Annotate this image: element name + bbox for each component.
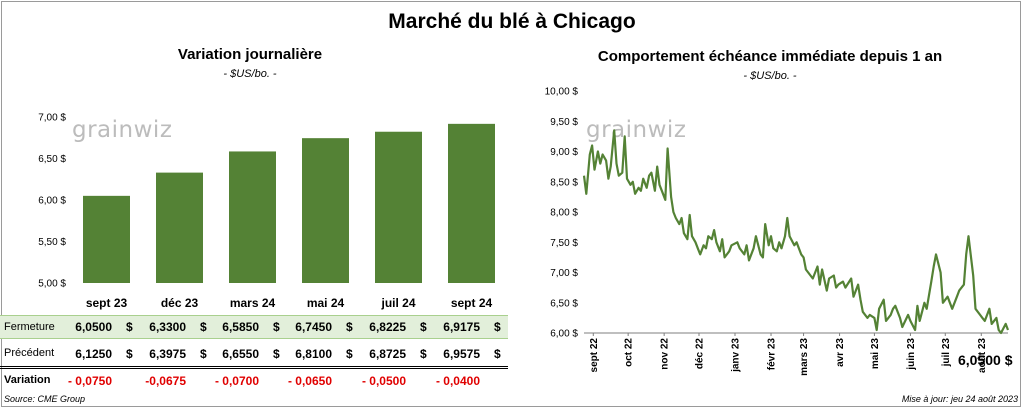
category-label: sept 23 bbox=[86, 296, 128, 310]
previous-value: 6,6550 bbox=[222, 347, 259, 361]
variation-value: - 0,0700 bbox=[214, 374, 259, 388]
x-tick-label: oct 22 bbox=[624, 338, 635, 367]
x-tick-label: août 23 bbox=[977, 338, 988, 373]
price-series-line bbox=[582, 129, 1010, 335]
right-chart-title: Comportement échéance immédiate depuis 1… bbox=[597, 48, 943, 65]
x-tick-label: juil 23 bbox=[941, 338, 952, 368]
y-tick-label: 8,00 $ bbox=[550, 208, 578, 219]
variation-value: - 0,0650 bbox=[287, 374, 332, 388]
category-label: déc 23 bbox=[161, 296, 199, 310]
currency-symbol: $ bbox=[126, 347, 133, 361]
grainwiz-watermark-left: grainwiz bbox=[72, 117, 173, 143]
y-tick-label: 5,50 $ bbox=[38, 237, 66, 248]
y-tick-label: 7,50 $ bbox=[550, 238, 578, 249]
close-value: 6,5850 bbox=[222, 320, 259, 334]
currency-symbol: $ bbox=[494, 347, 501, 361]
currency-symbol: $ bbox=[200, 347, 207, 361]
previous-value: 6,8100 bbox=[295, 347, 332, 361]
last-value-label: 6,0500 $ bbox=[958, 352, 1013, 368]
close-value: 6,9175 bbox=[443, 320, 480, 334]
x-tick-label: juin 23 bbox=[906, 338, 917, 371]
currency-symbol: $ bbox=[420, 320, 427, 334]
previous-row: Précédent bbox=[0, 342, 508, 364]
previous-value: 6,9575 bbox=[443, 347, 480, 361]
category-label: juil 24 bbox=[380, 296, 415, 310]
previous-row-label: Précédent bbox=[4, 347, 55, 359]
variation-value: - 0,0500 bbox=[361, 374, 406, 388]
x-tick-label: nov 22 bbox=[660, 338, 671, 370]
close-value: 6,0500 bbox=[75, 320, 112, 334]
y-tick-label: 6,50 $ bbox=[550, 298, 578, 309]
x-tick-label: janv 23 bbox=[731, 338, 742, 373]
x-tick-label: mai 23 bbox=[870, 338, 881, 370]
close-value: 6,7450 bbox=[295, 320, 332, 334]
close-value: 6,8225 bbox=[369, 320, 406, 334]
variation-value: - 0,0750 bbox=[67, 374, 112, 388]
grainwiz-watermark-right: grainwiz bbox=[586, 117, 687, 143]
currency-symbol: $ bbox=[200, 320, 207, 334]
variation-row-label: Variation bbox=[4, 374, 51, 386]
bar bbox=[375, 131, 422, 283]
variation-value: - 0,0400 bbox=[435, 374, 480, 388]
currency-symbol: $ bbox=[494, 320, 501, 334]
y-tick-label: 6,00 $ bbox=[550, 329, 578, 340]
currency-symbol: $ bbox=[346, 347, 353, 361]
bar bbox=[448, 123, 495, 283]
previous-value: 6,3975 bbox=[149, 347, 186, 361]
table-divider-double bbox=[0, 368, 508, 369]
left-chart-unit: - $US/bo. - bbox=[223, 68, 277, 80]
currency-symbol: $ bbox=[420, 347, 427, 361]
right-chart-unit: - $US/bo. - bbox=[743, 70, 797, 82]
bar bbox=[83, 195, 130, 283]
y-tick-label: 9,00 $ bbox=[550, 147, 578, 158]
close-row: Fermeture bbox=[0, 315, 508, 339]
currency-symbol: $ bbox=[273, 347, 280, 361]
main-title: Marché du blé à Chicago bbox=[388, 10, 636, 33]
x-tick-label: déc 22 bbox=[695, 338, 706, 370]
y-tick-label: 5,00 $ bbox=[38, 279, 66, 290]
currency-symbol: $ bbox=[273, 320, 280, 334]
bar-chart: 5,00 $ 5,50 $ 6,00 $ 6,50 $ 7,00 $ sept 23 déc… bbox=[38, 113, 495, 310]
update-note: Mise à jour: jeu 24 août 2023 bbox=[901, 394, 1018, 404]
category-label: sept 24 bbox=[451, 296, 493, 310]
table-divider bbox=[0, 366, 508, 367]
y-tick-label: 10,00 $ bbox=[545, 87, 579, 98]
x-tick-label: avr 23 bbox=[835, 338, 846, 367]
left-chart-title: Variation journalière bbox=[177, 46, 323, 63]
currency-symbol: $ bbox=[126, 320, 133, 334]
y-tick-label: 8,50 $ bbox=[550, 177, 578, 188]
close-row-label: Fermeture bbox=[4, 321, 55, 333]
bar bbox=[156, 172, 203, 283]
source-note: Source: CME Group bbox=[4, 394, 86, 404]
bar bbox=[229, 151, 276, 283]
variation-row: Variation bbox=[0, 369, 508, 391]
x-tick-label: mars 23 bbox=[799, 338, 810, 376]
x-tick-label: févr 23 bbox=[767, 338, 778, 371]
x-tick-label: sept 22 bbox=[589, 338, 600, 373]
close-value: 6,3300 bbox=[149, 320, 186, 334]
y-tick-label: 6,00 $ bbox=[38, 196, 66, 207]
currency-symbol: $ bbox=[346, 320, 353, 334]
y-tick-label: 7,00 $ bbox=[550, 268, 578, 279]
bar bbox=[302, 138, 349, 283]
y-tick-label: 6,50 $ bbox=[38, 154, 66, 165]
category-label: mars 24 bbox=[230, 296, 276, 310]
category-label: mai 24 bbox=[307, 296, 345, 310]
y-tick-label: 7,00 $ bbox=[38, 113, 66, 124]
previous-value: 6,1250 bbox=[75, 347, 112, 361]
previous-value: 6,8725 bbox=[369, 347, 406, 361]
y-tick-label: 9,50 $ bbox=[550, 117, 578, 128]
variation-value: -0,0675 bbox=[145, 374, 186, 388]
